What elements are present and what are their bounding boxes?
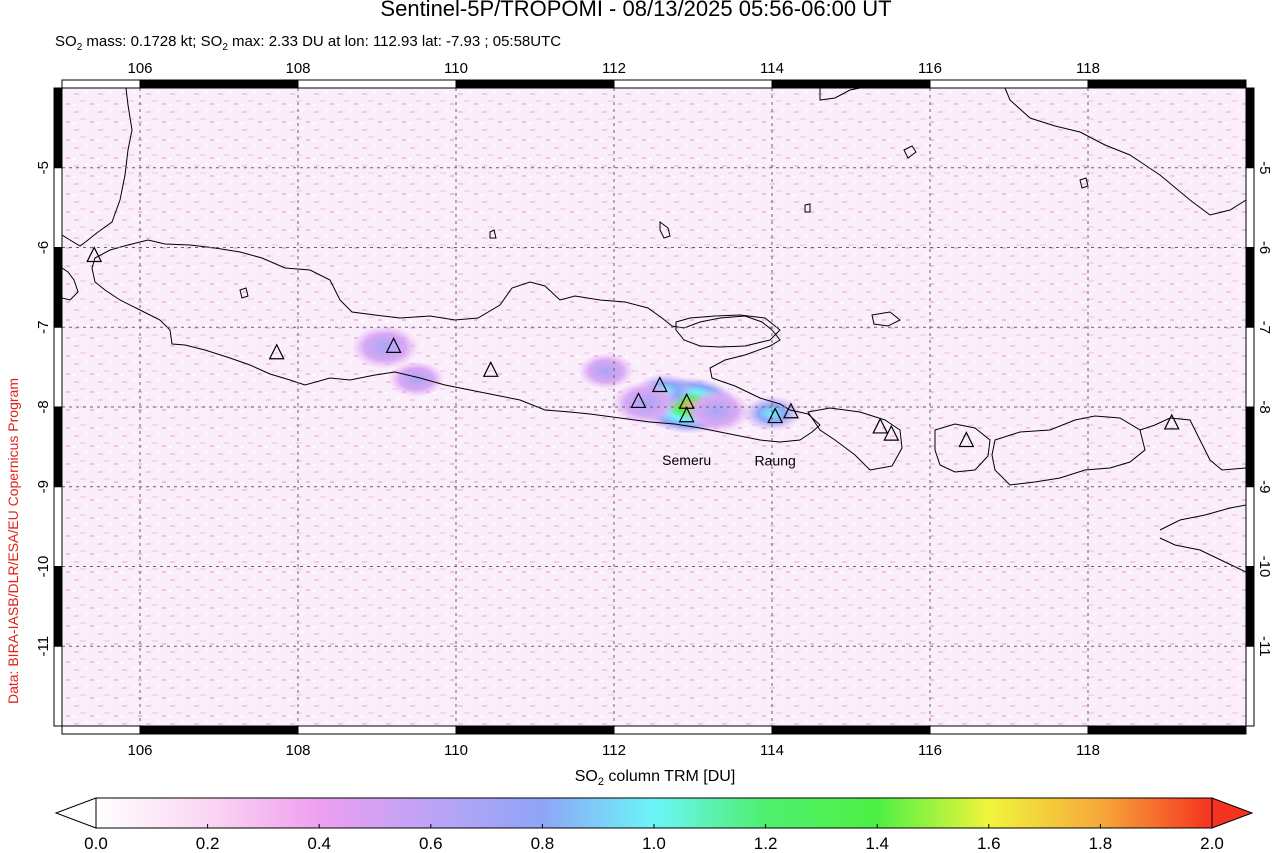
colorbar-tick-label: 0.8 <box>531 834 555 853</box>
lat-tick-label: -6 <box>1256 241 1272 254</box>
colorbar-tick-label: 1.4 <box>865 834 889 853</box>
frame-bar <box>61 725 141 735</box>
frame-bar <box>929 79 1089 89</box>
so2-hotspot <box>578 353 635 390</box>
colorbar-tick-label: 1.8 <box>1089 834 1113 853</box>
frame-bar <box>1245 247 1255 328</box>
lat-tick-label: -5 <box>35 161 52 174</box>
colorbar-tick-label: 1.0 <box>642 834 666 853</box>
volcano-triangle-icon <box>872 417 889 434</box>
volcano-triangle-icon <box>782 402 799 419</box>
lat-tick-label: -7 <box>1256 321 1272 334</box>
volcano-label: Semeru <box>662 452 711 468</box>
lat-tick-label: -10 <box>1256 556 1272 578</box>
frame-bar <box>297 79 457 89</box>
volcano-triangle-icon <box>767 407 784 424</box>
lon-tick-label: 118 <box>1076 60 1100 77</box>
colorbar-low-arrow <box>54 797 97 829</box>
lon-tick-label: 112 <box>602 742 626 759</box>
lat-tick-label: -6 <box>35 241 52 254</box>
frame-bar <box>1245 167 1255 248</box>
frame-bar <box>613 79 773 89</box>
frame-bar <box>1245 486 1255 567</box>
frame-bar <box>1245 566 1255 647</box>
lon-tick-label: 110 <box>444 60 468 77</box>
lat-tick-label: -7 <box>35 321 52 334</box>
so2-hotspot <box>350 325 419 370</box>
volcano-label: Raung <box>755 453 796 469</box>
frame-bar <box>297 725 457 735</box>
colorbar-tick-label: 0.2 <box>196 834 220 853</box>
frame-bar <box>53 486 63 567</box>
colorbar-title: SO2 column TRM [DU] <box>574 768 736 789</box>
volcano-triangle-icon <box>1163 413 1180 430</box>
frame-bar <box>455 725 615 735</box>
colorbar: 0.0 0.2 0.4 0.6 0.8 1.0 1.2 1.4 1.6 1.8 2.0 <box>54 797 1254 853</box>
so2-hotspot <box>742 395 802 432</box>
lat-tick-label: -11 <box>35 636 52 657</box>
lon-tick-label: 106 <box>127 60 152 77</box>
volcano-triangle-icon <box>883 424 900 441</box>
lon-tick-label: 116 <box>918 60 942 77</box>
frame-bar <box>53 87 63 169</box>
lon-tick-label: 106 <box>127 742 152 759</box>
frame-bar <box>53 566 63 647</box>
volcano-triangle-icon <box>630 392 647 409</box>
lat-tick-label: -8 <box>35 400 52 413</box>
lon-tick-label: 112 <box>602 60 626 77</box>
colorbar-tick-label: 0.6 <box>419 834 443 853</box>
frame-bar <box>771 79 931 89</box>
volcano-triangle-icon <box>958 431 975 448</box>
lat-tick-label: -11 <box>1256 636 1272 657</box>
lat-tick-label: -10 <box>35 556 52 578</box>
colorbar-tick-label: 2.0 <box>1200 834 1224 853</box>
colorbar-tick-label: 1.2 <box>754 834 778 853</box>
lat-tick-label: -9 <box>35 480 52 493</box>
frame-bar <box>139 79 299 89</box>
lon-tick-label: 114 <box>760 60 784 77</box>
colorbar-high-arrow <box>1211 797 1254 829</box>
lat-tick-label: -5 <box>1256 161 1272 174</box>
frame-bar <box>53 406 63 488</box>
frame-bar <box>53 247 63 328</box>
frame-bar <box>929 725 1089 735</box>
frame-bar <box>53 326 63 408</box>
colorbar-tick-label: 0.4 <box>307 834 331 853</box>
frame-bar <box>53 167 63 248</box>
volcano-triangle-icon <box>678 406 695 423</box>
frame-bar <box>1087 725 1247 735</box>
lon-tick-label: 108 <box>285 60 310 77</box>
frame-bar <box>771 725 931 735</box>
lon-tick-label: 116 <box>918 742 942 759</box>
frame-bar <box>1245 406 1255 488</box>
lon-tick-label: 110 <box>444 742 468 759</box>
volcano-triangle-icon <box>86 246 103 263</box>
lon-tick-label: 108 <box>285 742 310 759</box>
frame-bar <box>1245 326 1255 408</box>
so2-hotspot <box>388 361 445 398</box>
frame-bar <box>61 79 141 89</box>
lat-tick-label: -9 <box>1256 480 1272 493</box>
volcano-triangle-icon <box>268 343 285 360</box>
frame-bar <box>1245 87 1255 169</box>
frame-bar <box>1245 645 1255 727</box>
volcano-triangle-icon <box>482 360 499 377</box>
frame-bar <box>613 725 773 735</box>
map-subtitle: SO2 mass: 0.1728 kt; SO2 max: 2.33 DU at… <box>55 33 562 53</box>
lat-tick-label: -8 <box>1256 400 1272 413</box>
map-title: Sentinel-5P/TROPOMI - 08/13/2025 05:56-0… <box>380 0 892 21</box>
frame-bar <box>139 725 299 735</box>
volcano-triangle-icon <box>385 337 402 353</box>
frame-bar <box>1087 79 1247 89</box>
volcano-triangle-icon <box>651 376 668 393</box>
so2-hotspot <box>682 388 751 433</box>
colorbar-tick-label: 1.6 <box>977 834 1001 853</box>
frame-bar <box>53 645 63 727</box>
frame-bar <box>455 79 615 89</box>
lon-tick-label: 114 <box>760 742 784 759</box>
colorbar-tick-label: 0.0 <box>84 834 108 853</box>
lon-tick-label: 118 <box>1076 742 1100 759</box>
